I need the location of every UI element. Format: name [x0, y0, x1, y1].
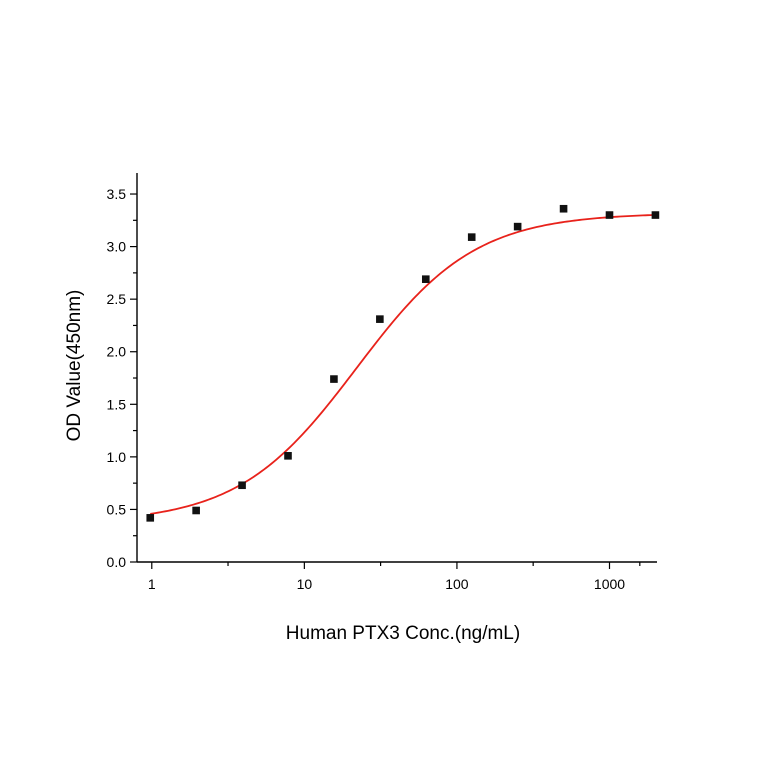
data-point: [284, 452, 292, 460]
y-tick-label: 2.5: [107, 291, 127, 307]
data-point: [467, 233, 476, 241]
data-point: [376, 315, 384, 323]
y-tick-label: 0.5: [107, 501, 127, 517]
y-tick-label: 3.5: [107, 186, 127, 202]
data-point: [559, 204, 568, 213]
plot-marks: [146, 204, 660, 522]
data-point: [192, 506, 200, 515]
axes: 0.0 0.5 1.0 1.5 2.0 2.5 3.0 3.5 1 10 100 1000: [107, 173, 657, 592]
y-axis-title: OD Value(450nm): [64, 290, 85, 442]
x-tick-label: 100: [445, 576, 469, 592]
x-tick-label: 1: [148, 576, 156, 592]
fit-curve: [150, 214, 656, 515]
data-point: [605, 211, 614, 219]
data-point: [421, 275, 430, 283]
data-point: [513, 222, 522, 231]
y-tick-label: 3.0: [107, 239, 127, 255]
data-point: [146, 514, 155, 522]
y-tick-label: 1.0: [107, 449, 127, 465]
y-tick-label: 2.0: [107, 344, 127, 360]
x-tick-label: 10: [297, 576, 313, 592]
x-axis-title: Human PTX3 Conc.(ng/mL): [286, 623, 520, 644]
y-tick-label: 1.5: [107, 396, 127, 412]
x-tick-label: 1000: [594, 576, 625, 592]
data-point: [238, 481, 246, 490]
data-point: [330, 375, 338, 383]
data-point: [651, 211, 660, 219]
y-tick-label: 0.0: [107, 554, 127, 570]
